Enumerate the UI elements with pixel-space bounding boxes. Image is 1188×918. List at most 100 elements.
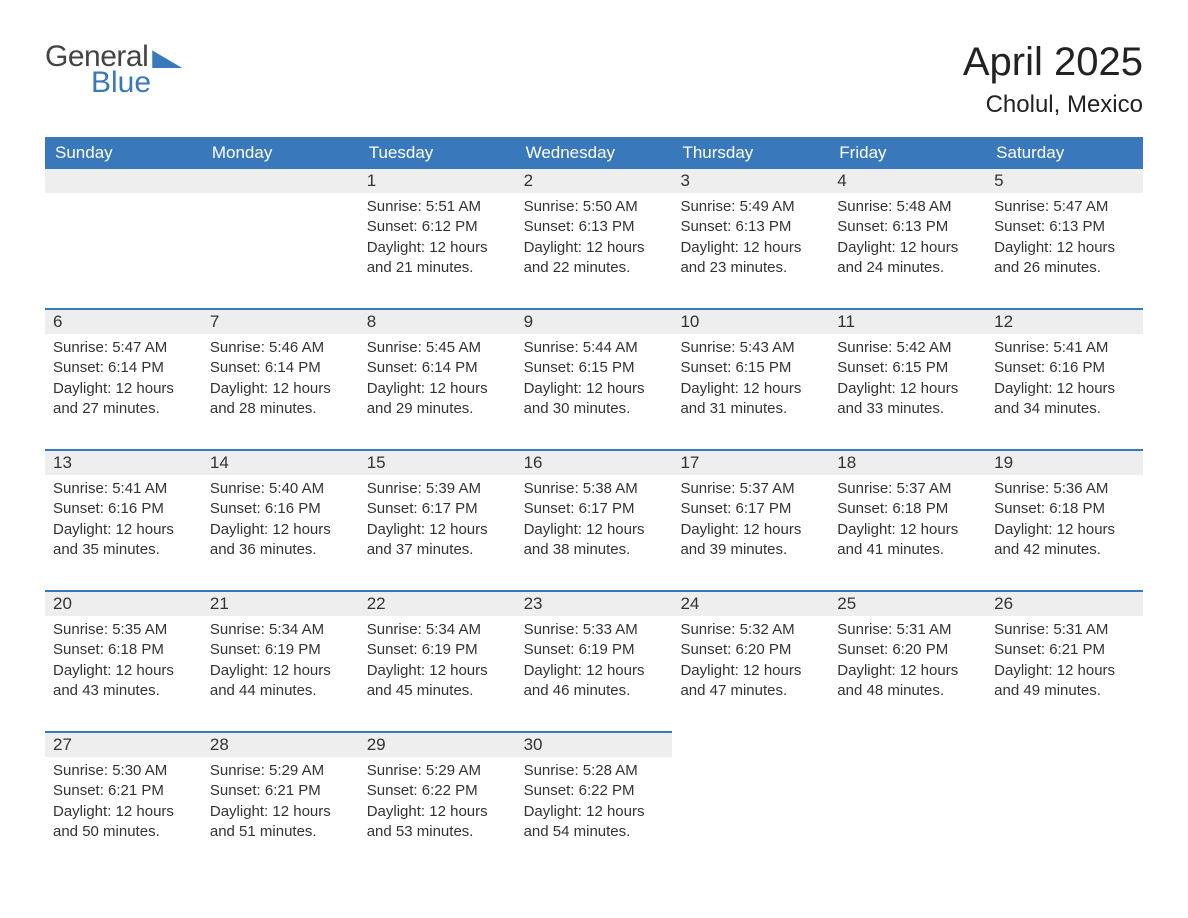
day-content: Sunrise: 5:46 AMSunset: 6:14 PMDaylight:… [202, 334, 359, 449]
day-content: Sunrise: 5:47 AMSunset: 6:13 PMDaylight:… [986, 193, 1143, 308]
day-number: 2 [516, 169, 673, 193]
day-content: Sunrise: 5:48 AMSunset: 6:13 PMDaylight:… [829, 193, 986, 308]
sunset-text: Sunset: 6:13 PM [680, 217, 821, 237]
day-content: Sunrise: 5:39 AMSunset: 6:17 PMDaylight:… [359, 475, 516, 590]
day-number: 17 [672, 451, 829, 475]
daylight-text: Daylight: 12 hours and 36 minutes. [210, 520, 351, 561]
sunset-text: Sunset: 6:18 PM [994, 499, 1135, 519]
day-cell: 7Sunrise: 5:46 AMSunset: 6:14 PMDaylight… [202, 308, 359, 449]
logo: General Blue [45, 40, 182, 100]
sunrise-text: Sunrise: 5:40 AM [210, 479, 351, 499]
daylight-text: Daylight: 12 hours and 37 minutes. [367, 520, 508, 561]
day-number [202, 169, 359, 193]
day-number: 23 [516, 592, 673, 616]
day-content [986, 755, 1143, 865]
day-content: Sunrise: 5:34 AMSunset: 6:19 PMDaylight:… [202, 616, 359, 731]
day-content: Sunrise: 5:45 AMSunset: 6:14 PMDaylight:… [359, 334, 516, 449]
day-content: Sunrise: 5:51 AMSunset: 6:12 PMDaylight:… [359, 193, 516, 308]
day-content [672, 755, 829, 865]
sunset-text: Sunset: 6:17 PM [367, 499, 508, 519]
day-number: 11 [829, 310, 986, 334]
sunset-text: Sunset: 6:15 PM [680, 358, 821, 378]
daylight-text: Daylight: 12 hours and 28 minutes. [210, 379, 351, 420]
logo-text-blue: Blue [91, 66, 182, 100]
day-cell: 4Sunrise: 5:48 AMSunset: 6:13 PMDaylight… [829, 169, 986, 308]
day-cell: 27Sunrise: 5:30 AMSunset: 6:21 PMDayligh… [45, 731, 202, 872]
sunrise-text: Sunrise: 5:31 AM [837, 620, 978, 640]
sunrise-text: Sunrise: 5:32 AM [680, 620, 821, 640]
day-content: Sunrise: 5:38 AMSunset: 6:17 PMDaylight:… [516, 475, 673, 590]
sunrise-text: Sunrise: 5:34 AM [210, 620, 351, 640]
logo-shape-icon [152, 46, 182, 68]
day-number: 21 [202, 592, 359, 616]
day-cell: 3Sunrise: 5:49 AMSunset: 6:13 PMDaylight… [672, 169, 829, 308]
sunset-text: Sunset: 6:18 PM [53, 640, 194, 660]
day-content: Sunrise: 5:50 AMSunset: 6:13 PMDaylight:… [516, 193, 673, 308]
daylight-text: Daylight: 12 hours and 29 minutes. [367, 379, 508, 420]
day-number: 29 [359, 733, 516, 757]
sunset-text: Sunset: 6:14 PM [210, 358, 351, 378]
sunrise-text: Sunrise: 5:45 AM [367, 338, 508, 358]
sunset-text: Sunset: 6:21 PM [994, 640, 1135, 660]
sunrise-text: Sunrise: 5:39 AM [367, 479, 508, 499]
day-cell: 13Sunrise: 5:41 AMSunset: 6:16 PMDayligh… [45, 449, 202, 590]
sunset-text: Sunset: 6:16 PM [53, 499, 194, 519]
day-number [986, 731, 1143, 755]
sunrise-text: Sunrise: 5:47 AM [994, 197, 1135, 217]
day-number: 18 [829, 451, 986, 475]
sunset-text: Sunset: 6:15 PM [524, 358, 665, 378]
day-cell [672, 731, 829, 872]
day-cell: 26Sunrise: 5:31 AMSunset: 6:21 PMDayligh… [986, 590, 1143, 731]
day-cell: 6Sunrise: 5:47 AMSunset: 6:14 PMDaylight… [45, 308, 202, 449]
sunrise-text: Sunrise: 5:29 AM [367, 761, 508, 781]
sunset-text: Sunset: 6:17 PM [524, 499, 665, 519]
sunrise-text: Sunrise: 5:35 AM [53, 620, 194, 640]
sunrise-text: Sunrise: 5:41 AM [53, 479, 194, 499]
day-number: 28 [202, 733, 359, 757]
sunrise-text: Sunrise: 5:48 AM [837, 197, 978, 217]
sunrise-text: Sunrise: 5:37 AM [680, 479, 821, 499]
sunset-text: Sunset: 6:21 PM [53, 781, 194, 801]
location: Cholul, Mexico [963, 91, 1143, 119]
day-content: Sunrise: 5:36 AMSunset: 6:18 PMDaylight:… [986, 475, 1143, 590]
day-number: 10 [672, 310, 829, 334]
sunrise-text: Sunrise: 5:41 AM [994, 338, 1135, 358]
day-content: Sunrise: 5:28 AMSunset: 6:22 PMDaylight:… [516, 757, 673, 872]
day-cell: 2Sunrise: 5:50 AMSunset: 6:13 PMDaylight… [516, 169, 673, 308]
daylight-text: Daylight: 12 hours and 50 minutes. [53, 802, 194, 843]
day-cell: 15Sunrise: 5:39 AMSunset: 6:17 PMDayligh… [359, 449, 516, 590]
sunset-text: Sunset: 6:22 PM [524, 781, 665, 801]
day-cell: 19Sunrise: 5:36 AMSunset: 6:18 PMDayligh… [986, 449, 1143, 590]
day-content: Sunrise: 5:29 AMSunset: 6:22 PMDaylight:… [359, 757, 516, 872]
sunset-text: Sunset: 6:13 PM [994, 217, 1135, 237]
daylight-text: Daylight: 12 hours and 38 minutes. [524, 520, 665, 561]
day-number: 16 [516, 451, 673, 475]
day-number: 24 [672, 592, 829, 616]
daylight-text: Daylight: 12 hours and 41 minutes. [837, 520, 978, 561]
sunset-text: Sunset: 6:20 PM [837, 640, 978, 660]
week-row: 1Sunrise: 5:51 AMSunset: 6:12 PMDaylight… [45, 169, 1143, 308]
day-number [45, 169, 202, 193]
sunrise-text: Sunrise: 5:30 AM [53, 761, 194, 781]
day-cell: 17Sunrise: 5:37 AMSunset: 6:17 PMDayligh… [672, 449, 829, 590]
day-cell: 9Sunrise: 5:44 AMSunset: 6:15 PMDaylight… [516, 308, 673, 449]
week-row: 27Sunrise: 5:30 AMSunset: 6:21 PMDayligh… [45, 731, 1143, 872]
daylight-text: Daylight: 12 hours and 27 minutes. [53, 379, 194, 420]
sunrise-text: Sunrise: 5:47 AM [53, 338, 194, 358]
day-number: 26 [986, 592, 1143, 616]
day-number: 3 [672, 169, 829, 193]
day-content: Sunrise: 5:43 AMSunset: 6:15 PMDaylight:… [672, 334, 829, 449]
day-cell: 28Sunrise: 5:29 AMSunset: 6:21 PMDayligh… [202, 731, 359, 872]
daylight-text: Daylight: 12 hours and 42 minutes. [994, 520, 1135, 561]
day-content: Sunrise: 5:33 AMSunset: 6:19 PMDaylight:… [516, 616, 673, 731]
day-number: 8 [359, 310, 516, 334]
day-header-row: SundayMondayTuesdayWednesdayThursdayFrid… [45, 137, 1143, 169]
sunset-text: Sunset: 6:14 PM [367, 358, 508, 378]
sunrise-text: Sunrise: 5:31 AM [994, 620, 1135, 640]
day-cell: 12Sunrise: 5:41 AMSunset: 6:16 PMDayligh… [986, 308, 1143, 449]
day-cell [45, 169, 202, 308]
day-number: 15 [359, 451, 516, 475]
daylight-text: Daylight: 12 hours and 24 minutes. [837, 238, 978, 279]
day-number: 4 [829, 169, 986, 193]
sunset-text: Sunset: 6:18 PM [837, 499, 978, 519]
